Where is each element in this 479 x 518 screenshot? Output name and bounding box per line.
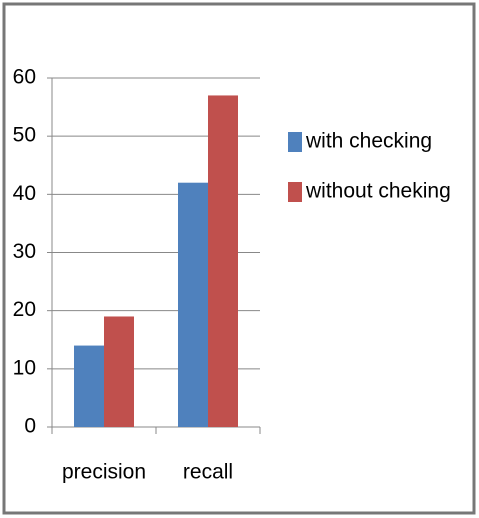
legend-swatch [288,182,302,202]
legend-swatch [288,132,302,152]
y-tick-label: 40 [13,182,36,205]
bar [74,345,104,427]
y-tick-label: 30 [13,240,36,263]
y-tick-label: 20 [13,298,36,321]
bar [208,95,238,427]
y-tick-label: 60 [13,66,36,89]
bar [178,182,208,427]
legend-label: with checking [305,130,432,153]
y-tick-label: 10 [13,356,36,379]
y-tick-label: 0 [24,415,36,438]
x-tick-label: recall [183,461,233,484]
x-tick-label: precision [62,461,146,484]
bar [104,316,134,427]
y-tick-label: 50 [13,124,36,147]
legend-label: without cheking [305,180,451,203]
